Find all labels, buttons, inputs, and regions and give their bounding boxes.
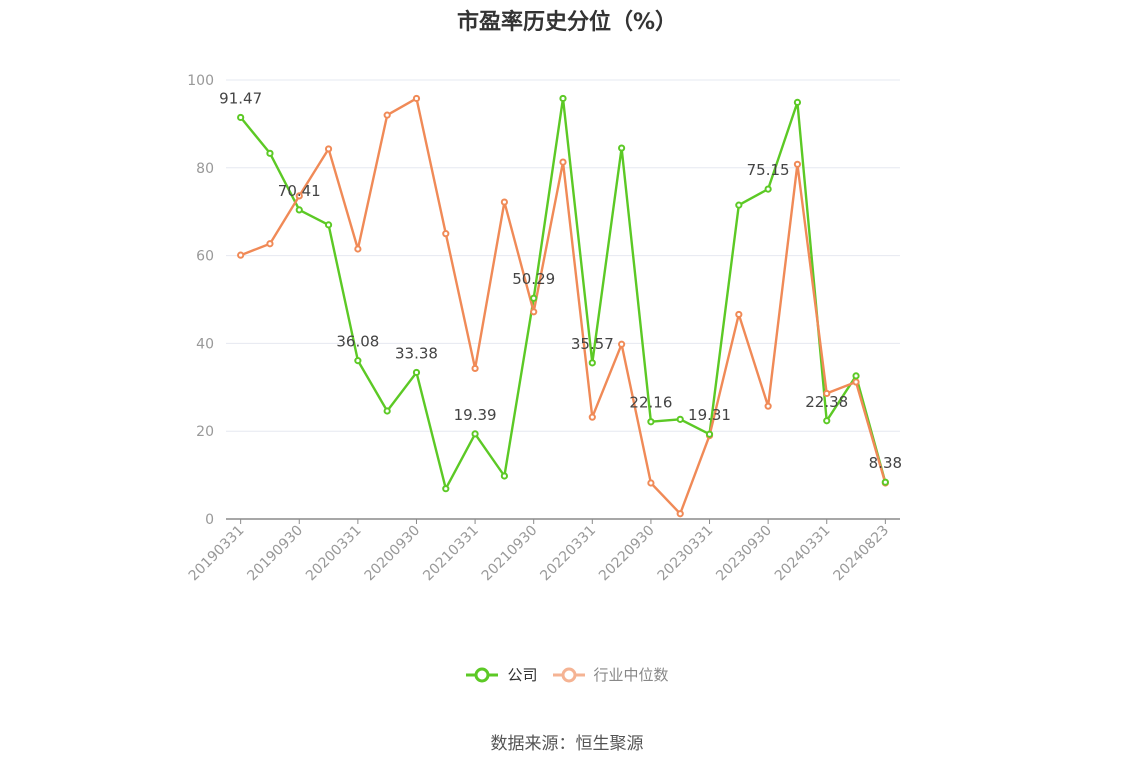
legend-item-company[interactable]: 公司 xyxy=(465,664,538,685)
axes: 0 20 40 60 80 100 2019033120190930202003312020… xyxy=(186,73,900,584)
grid-lines xyxy=(226,79,900,432)
series-point-1 xyxy=(559,158,567,166)
legend-label-industry: 行业中位数 xyxy=(593,666,669,684)
data-label: 8.38 xyxy=(869,454,902,472)
y-tick-label: 60 xyxy=(196,249,214,265)
series-point-1 xyxy=(237,251,245,259)
legend: 公司 行业中位数 xyxy=(0,664,1134,685)
x-tick-label: 20230930 xyxy=(713,523,775,585)
series-point-0 xyxy=(383,407,391,415)
series-point-0 xyxy=(442,485,450,493)
x-tick-label: 20210930 xyxy=(479,523,541,585)
y-tick-label: 80 xyxy=(196,161,214,177)
series-point-0 xyxy=(588,359,596,367)
series-point-1 xyxy=(354,245,362,253)
x-tick-label: 20230331 xyxy=(655,523,717,585)
data-label: 19.39 xyxy=(454,406,497,424)
series-point-1 xyxy=(793,160,802,168)
series-point-0 xyxy=(471,430,479,438)
y-tick-label: 40 xyxy=(196,336,214,352)
line-chart: 0 20 40 60 80 100 2019033120190930202003312020… xyxy=(186,73,902,584)
data-label: 22.38 xyxy=(805,393,848,411)
series-line-0 xyxy=(239,97,887,490)
series xyxy=(237,94,889,518)
series-point-1 xyxy=(618,340,626,348)
data-label: 19.31 xyxy=(688,406,731,424)
series-point-0 xyxy=(237,113,245,122)
series-point-1 xyxy=(266,240,274,248)
series-point-1 xyxy=(295,192,303,200)
industry-legend-icon xyxy=(552,667,585,682)
y-tick-label: 0 xyxy=(205,512,214,528)
series-point-0 xyxy=(676,415,684,423)
series-point-0 xyxy=(500,472,508,480)
series-point-1 xyxy=(676,510,684,518)
series-point-0 xyxy=(354,357,362,365)
series-point-1 xyxy=(412,94,421,103)
series-point-0 xyxy=(793,98,802,106)
x-tick-label: 20220930 xyxy=(596,523,658,585)
series-point-0 xyxy=(647,418,655,426)
chart-title: 市盈率历史分位（%） xyxy=(456,10,678,35)
series-point-0 xyxy=(618,144,626,152)
x-tick-label: 20200930 xyxy=(362,523,424,585)
series-point-0 xyxy=(530,294,538,302)
series-point-1 xyxy=(442,230,450,238)
series-point-1 xyxy=(324,145,333,153)
series-point-0 xyxy=(764,185,772,193)
data-label: 75.15 xyxy=(747,161,790,179)
series-point-0 xyxy=(266,149,274,157)
data-label: 35.57 xyxy=(571,335,614,353)
x-tick-label: 20210331 xyxy=(420,523,482,585)
series-point-0 xyxy=(823,417,831,425)
series-point-1 xyxy=(823,389,831,398)
x-tick-label: 20220331 xyxy=(537,523,599,585)
series-point-1 xyxy=(647,479,655,487)
series-point-1 xyxy=(735,310,743,319)
legend-label-company: 公司 xyxy=(507,666,538,684)
series-point-0 xyxy=(324,221,333,229)
series-point-1 xyxy=(852,378,860,386)
series-point-0 xyxy=(559,94,567,103)
series-point-0 xyxy=(852,372,860,380)
x-tick-label: 20190930 xyxy=(244,523,306,585)
y-tick-label: 100 xyxy=(187,73,214,89)
series-point-0 xyxy=(881,478,889,486)
data-label: 22.16 xyxy=(629,394,672,412)
series-point-0 xyxy=(412,368,421,377)
series-point-1 xyxy=(383,111,391,119)
x-tick-label: 20240331 xyxy=(772,523,834,585)
data-label: 33.38 xyxy=(395,344,438,362)
y-tick-label: 20 xyxy=(196,424,214,440)
data-source: 数据来源：恒生聚源 xyxy=(490,734,644,754)
data-label: 70.41 xyxy=(278,182,321,200)
series-point-1 xyxy=(764,402,772,410)
data-label: 36.08 xyxy=(336,333,379,351)
series-point-1 xyxy=(530,308,538,316)
series-point-1 xyxy=(500,198,508,206)
x-tick-label: 20240823 xyxy=(830,523,892,585)
data-label: 50.29 xyxy=(512,270,555,288)
series-point-1 xyxy=(588,413,596,421)
series-point-1 xyxy=(471,364,479,373)
data-label: 91.47 xyxy=(219,89,262,107)
x-tick-label: 20200331 xyxy=(303,523,365,585)
series-point-0 xyxy=(735,201,743,209)
data-labels: 91.47 70.41 36.08 33.38 19.39 50.29 35.57 22.16… xyxy=(219,89,902,472)
series-point-0 xyxy=(705,430,714,438)
series-point-0 xyxy=(295,206,303,214)
x-tick-label: 20190331 xyxy=(186,523,248,585)
legend-item-industry[interactable]: 行业中位数 xyxy=(552,664,669,685)
company-legend-icon xyxy=(466,667,499,682)
